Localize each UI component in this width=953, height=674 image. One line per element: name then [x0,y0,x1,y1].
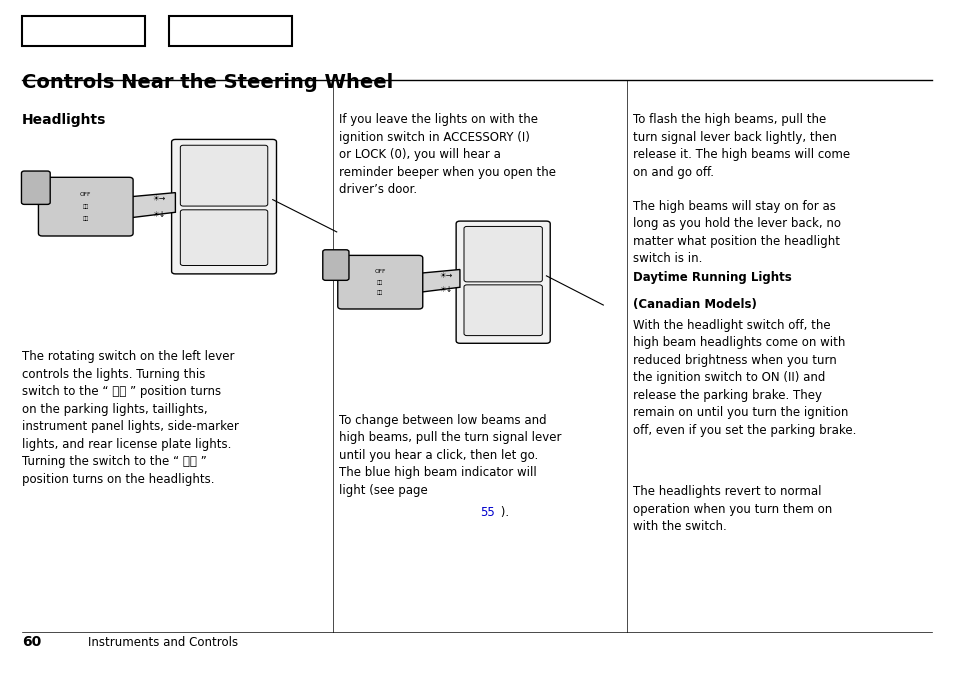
Text: 60: 60 [22,635,41,649]
Polygon shape [130,193,175,218]
FancyBboxPatch shape [180,145,268,206]
Text: The headlights revert to normal
operation when you turn them on
with the switch.: The headlights revert to normal operatio… [633,485,832,533]
Text: ☀↓: ☀↓ [439,284,453,294]
Text: If you leave the lights on with the
ignition switch in ACCESSORY (I)
or LOCK (0): If you leave the lights on with the igni… [339,113,556,196]
FancyBboxPatch shape [456,221,550,343]
Text: To change between low beams and
high beams, pull the turn signal lever
until you: To change between low beams and high bea… [339,414,561,497]
Text: Controls Near the Steering Wheel: Controls Near the Steering Wheel [22,73,393,92]
Text: ☀→: ☀→ [439,271,453,280]
FancyBboxPatch shape [463,285,542,336]
Text: OFF: OFF [375,269,386,274]
Text: Instruments and Controls: Instruments and Controls [88,636,238,649]
Text: 『』: 『』 [83,216,89,221]
FancyBboxPatch shape [172,140,276,274]
Text: The high beams will stay on for as
long as you hold the lever back, no
matter wh: The high beams will stay on for as long … [633,200,841,266]
Text: ☀↓: ☀↓ [152,210,166,219]
Text: To flash the high beams, pull the
turn signal lever back lightly, then
release i: To flash the high beams, pull the turn s… [633,113,850,179]
Text: With the headlight switch off, the
high beam headlights come on with
reduced bri: With the headlight switch off, the high … [633,319,856,437]
Text: ☀→: ☀→ [152,194,166,204]
Text: 『』: 『』 [376,290,383,295]
FancyBboxPatch shape [21,171,51,204]
FancyBboxPatch shape [337,255,422,309]
Text: ).: ). [497,506,509,519]
FancyBboxPatch shape [463,226,542,282]
Text: (Canadian Models): (Canadian Models) [633,298,757,311]
FancyBboxPatch shape [38,177,133,236]
Text: 55: 55 [479,506,494,519]
Text: Daytime Running Lights: Daytime Running Lights [633,272,791,284]
Polygon shape [418,270,459,293]
Text: 「」: 「」 [83,204,89,209]
FancyBboxPatch shape [22,16,145,47]
FancyBboxPatch shape [180,210,268,266]
FancyBboxPatch shape [322,250,349,280]
FancyBboxPatch shape [169,16,292,47]
Text: The rotating switch on the left lever
controls the lights. Turning this
switch t: The rotating switch on the left lever co… [22,350,238,486]
Text: Headlights: Headlights [22,113,106,127]
Text: 「」: 「」 [376,280,383,284]
Text: OFF: OFF [80,192,91,197]
